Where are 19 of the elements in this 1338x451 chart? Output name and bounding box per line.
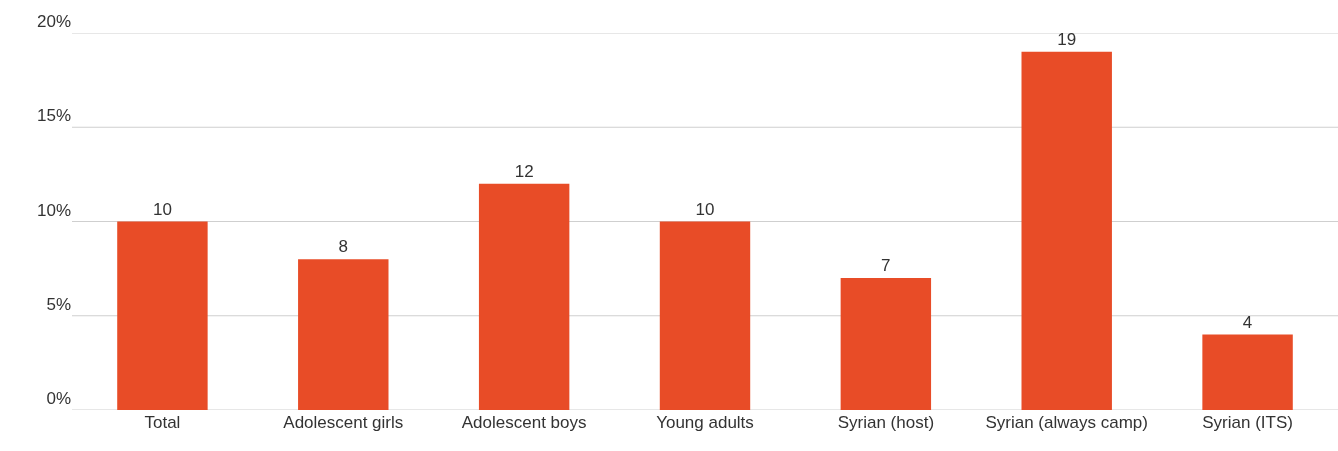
data-label: 8: [338, 237, 349, 257]
data-label: 12: [514, 161, 534, 181]
data-label: 7: [881, 256, 891, 276]
y-tick-label: 5%: [46, 294, 71, 314]
y-tick-label: 0%: [46, 389, 71, 409]
y-tick-label: 10%: [36, 200, 71, 220]
x-tick-label: Adolescent boys: [461, 413, 587, 432]
data-label: 4: [1242, 312, 1253, 332]
x-tick-label: Young adults: [656, 413, 754, 432]
x-tick-label: Adolescent girls: [283, 413, 404, 432]
y-tick-label: 15%: [36, 106, 71, 126]
data-label: 19: [1057, 29, 1077, 49]
data-label: 10: [695, 199, 715, 219]
data-label: 10: [152, 199, 172, 219]
x-tick-label: Syrian (host): [837, 413, 935, 432]
x-tick-label: Total: [144, 413, 181, 432]
x-tick-label: Syrian (ITS): [1202, 413, 1293, 432]
x-tick-label: Syrian (always camp): [985, 413, 1148, 432]
y-tick-label: 20%: [36, 12, 71, 32]
